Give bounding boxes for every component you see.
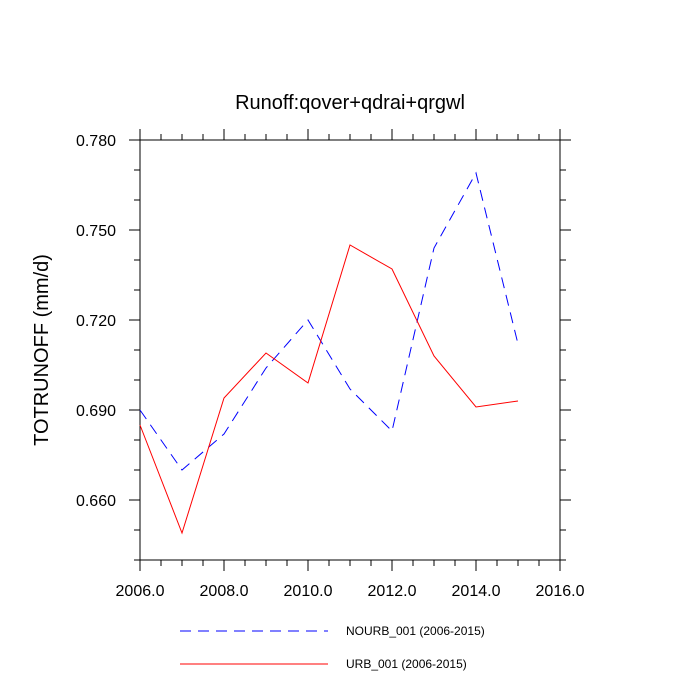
series-line-urb-001 [139,244,519,535]
plot-frame [139,139,561,561]
y-tick-label: 0.660 [76,493,116,510]
x-tick-label: 2012.0 [368,583,417,600]
y-tick-label: 0.750 [76,223,116,240]
x-tick-label: 2014.0 [452,583,501,600]
series-line-nourb-001 [139,171,519,471]
y-tick-label: 0.690 [76,403,116,420]
y-tick-label: 0.780 [76,133,116,150]
legend: NOURB_001 (2006-2015) URB_001 (2006-2015) [180,624,485,671]
x-tick-label: 2010.0 [284,583,333,600]
x-tick-label: 2016.0 [536,583,585,600]
plot-area: 2006.0 2008.0 2010.0 2012.0 2014.0 2016.0 0.66… [76,129,585,600]
x-tick-label: 2006.0 [116,583,165,600]
legend-label: URB_001 (2006-2015) [346,657,467,671]
chart-title: Runoff:qover+qdrai+qrgwl [235,92,465,114]
legend-label: NOURB_001 (2006-2015) [346,624,485,638]
y-axis-label: TOTRUNOFF (mm/d) [31,254,53,446]
y-tick-label: 0.720 [76,313,116,330]
x-tick-label: 2008.0 [200,583,249,600]
